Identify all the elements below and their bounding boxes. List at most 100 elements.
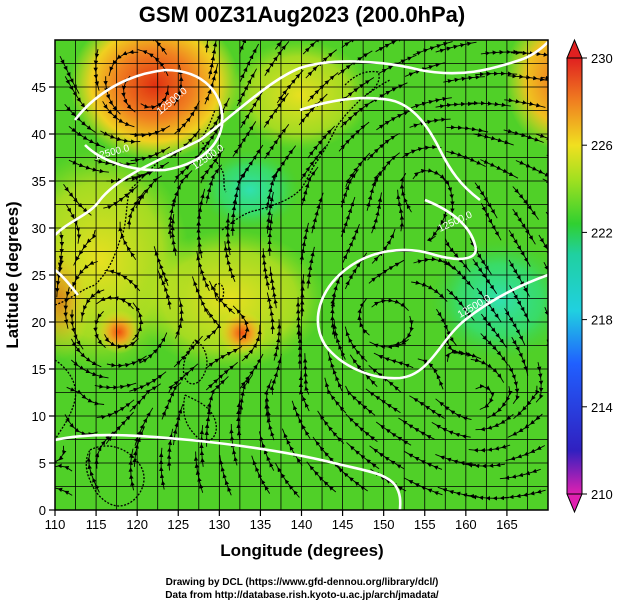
field-cyan-sw [200,150,300,230]
streamline [378,54,417,74]
streamline [538,234,548,268]
streamline [299,222,309,265]
streamline [108,49,139,77]
colorbar-tick-label: 226 [591,138,613,153]
streamline [435,41,477,53]
streamline [340,169,359,208]
streamline [70,260,98,292]
streamline [332,319,346,360]
y-tick-label: 20 [32,315,46,330]
streamline [507,413,543,438]
y-tick-label: 5 [39,456,46,471]
streamline [200,148,225,184]
streamline [446,125,489,133]
streamline [508,364,520,405]
streamline [104,269,141,292]
streamline [166,428,174,471]
x-tick-label: 115 [86,517,107,532]
streamline [240,91,263,129]
streamline [306,246,315,289]
streamline [129,383,161,412]
streamline [236,68,257,107]
streamline [480,159,519,179]
streamline [317,410,345,444]
streamline [371,298,409,312]
streamline [512,186,539,220]
streamline [193,451,204,493]
streamline [398,417,435,440]
streamline [504,489,546,500]
streamline [93,310,106,349]
streamline [64,76,89,112]
streamline [463,462,505,469]
streamline [204,64,219,105]
streamline [196,216,204,259]
streamline [404,62,445,77]
streamline [470,357,505,383]
streamline [417,358,444,390]
streamline [409,117,451,128]
credit-drawing: Drawing by DCL (https://www.gfd-dennou.o… [166,577,439,588]
colorbar-tick-label: 218 [591,313,613,328]
x-axis-label: Longitude (degrees) [220,541,383,560]
streamline [167,196,177,239]
y-tick-label: 35 [32,174,46,189]
streamline [106,355,147,368]
streamline [241,324,262,362]
streamline [301,166,319,206]
x-tick-label: 120 [126,517,148,532]
field-hot-ne [505,40,548,149]
streamline [264,399,275,441]
x-tick-label: 155 [414,517,436,532]
streamline [344,326,368,362]
streamline [399,172,412,213]
streamline [298,370,310,412]
contour-south [55,433,402,510]
streamline [535,362,544,403]
colorbar-ticks: 210 214 218 222 226 230 [582,51,613,502]
streamline [129,125,171,138]
streamline [324,377,347,414]
streamline [481,203,502,241]
streamline [266,292,275,335]
y-tick-label: 10 [32,409,46,424]
streamline [273,319,282,361]
streamline [273,145,297,182]
streamline [73,229,97,266]
streamline [96,295,134,310]
streamline [204,404,212,447]
streamline [71,359,109,379]
streamline [203,308,222,342]
streamline [236,397,242,440]
streamline [340,100,374,128]
streamline [443,260,475,290]
streamline [431,422,471,439]
streamline [264,124,290,159]
streamline [369,338,409,350]
streamline [208,280,235,315]
field-warm-west-edge [55,240,90,360]
streamline [306,461,337,493]
streamline [104,334,139,349]
streamline [504,307,526,346]
streamline [275,462,300,498]
streamline [334,464,368,492]
streamline [132,302,144,341]
streamline [342,223,360,263]
colorbar: 210 214 218 222 226 230 [566,38,613,514]
streamline [412,168,449,183]
streamline [102,101,135,128]
streamline [66,386,105,406]
colorbar-tick-label: 214 [591,400,613,415]
streamline [468,444,511,453]
streamline [158,447,166,490]
colorbar-tick-label: 222 [591,225,613,240]
streamline [375,40,409,53]
streamline [375,421,412,446]
streamline [409,395,445,419]
streamline [223,241,236,282]
field-warm-spot-1 [97,310,141,354]
streamline [371,192,383,234]
streamline [232,121,257,157]
streamline [365,388,401,414]
